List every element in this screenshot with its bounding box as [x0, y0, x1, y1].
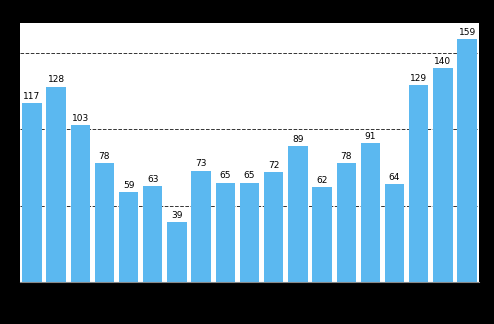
- Text: 89: 89: [292, 135, 304, 144]
- Bar: [46, 87, 66, 282]
- Text: 78: 78: [340, 152, 352, 161]
- Bar: [361, 143, 380, 282]
- Text: 129: 129: [410, 74, 427, 83]
- Bar: [143, 186, 163, 282]
- Bar: [95, 163, 114, 282]
- Bar: [288, 146, 307, 282]
- Bar: [215, 183, 235, 282]
- Bar: [119, 192, 138, 282]
- Bar: [167, 222, 187, 282]
- Text: 39: 39: [171, 211, 183, 220]
- Text: 64: 64: [389, 173, 400, 182]
- Text: 159: 159: [458, 28, 476, 37]
- Text: 59: 59: [123, 181, 134, 190]
- Text: 65: 65: [219, 171, 231, 180]
- Text: 128: 128: [47, 75, 65, 85]
- Text: 78: 78: [99, 152, 110, 161]
- Bar: [22, 103, 41, 282]
- Text: 63: 63: [147, 175, 159, 183]
- Bar: [336, 163, 356, 282]
- Text: 103: 103: [72, 113, 89, 122]
- Bar: [433, 68, 453, 282]
- Bar: [312, 187, 331, 282]
- Text: 62: 62: [316, 176, 328, 185]
- Text: 140: 140: [434, 57, 452, 66]
- Bar: [385, 184, 404, 282]
- Bar: [192, 170, 211, 282]
- Text: 91: 91: [365, 132, 376, 141]
- Text: 73: 73: [195, 159, 207, 168]
- Bar: [409, 85, 428, 282]
- Text: 117: 117: [23, 92, 41, 101]
- Bar: [264, 172, 284, 282]
- Bar: [240, 183, 259, 282]
- Text: 72: 72: [268, 161, 279, 170]
- Bar: [457, 40, 477, 282]
- Bar: [71, 125, 90, 282]
- Text: 65: 65: [244, 171, 255, 180]
